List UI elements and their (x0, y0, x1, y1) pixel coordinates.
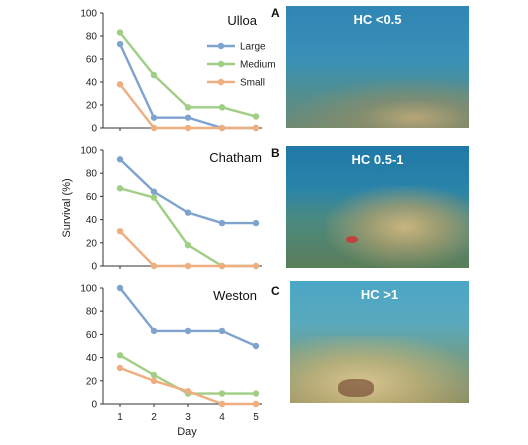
y-tick-label: 20 (86, 101, 98, 112)
photo-a-label: HC <0.5 (353, 12, 402, 27)
data-point-small (252, 124, 260, 132)
x-tick-label: 2 (151, 412, 157, 423)
photo-c-label: HC >1 (360, 287, 399, 302)
legend-marker-large (217, 42, 225, 50)
data-point-small (150, 377, 158, 384)
data-point-small (150, 262, 158, 270)
x-tick-label: 5 (253, 412, 259, 423)
series-line-medium (119, 31, 257, 118)
y-tick-label: 60 (86, 330, 98, 341)
series-line-medium (119, 187, 256, 268)
data-point-large (218, 219, 226, 227)
data-point-small (184, 124, 192, 132)
x-tick-label: 1 (117, 412, 123, 423)
data-point-large (184, 114, 192, 121)
series-line-small (119, 366, 256, 406)
y-tick-label: 20 (86, 238, 98, 249)
chart-title: Weston (213, 288, 257, 303)
y-axis-title: Survival (%) (61, 178, 73, 237)
data-point-small (218, 400, 226, 408)
data-point-large (184, 209, 192, 216)
data-point-small (252, 262, 260, 270)
data-point-small (218, 262, 226, 270)
data-point-medium (150, 194, 158, 201)
data-point-small (116, 81, 124, 88)
y-tick-label: 100 (80, 9, 97, 20)
data-point-small (218, 124, 226, 132)
y-tick-label: 60 (86, 192, 98, 203)
y-tick-label: 100 (80, 284, 97, 295)
data-point-medium (252, 390, 260, 397)
data-point-medium (218, 390, 226, 397)
reef-photo-c: HC >1 (290, 281, 469, 403)
x-tick-label: 3 (185, 412, 191, 423)
data-point-small (184, 262, 192, 270)
legend-marker-medium (217, 60, 225, 68)
data-point-large (150, 327, 158, 335)
reef-photo-a: HC <0.5 (286, 6, 469, 128)
data-point-large (150, 188, 158, 195)
reef-photo-b: HC 0.5-1 (286, 146, 469, 268)
data-point-small (116, 364, 124, 372)
data-point-large (116, 40, 124, 48)
data-point-medium (150, 71, 158, 79)
data-point-small (184, 388, 192, 395)
x-tick-label: 4 (219, 412, 225, 423)
photo-b-label: HC 0.5-1 (351, 152, 404, 167)
data-point-medium (150, 371, 158, 379)
data-point-large (184, 327, 192, 335)
series-line-small (119, 230, 256, 268)
panel-letter-b: B (271, 146, 280, 160)
y-tick-label: 40 (86, 78, 98, 89)
y-tick-label: 80 (86, 169, 98, 180)
legend-label: Large (240, 42, 266, 53)
data-point-medium (184, 104, 192, 111)
data-point-medium (116, 352, 124, 359)
y-tick-label: 80 (86, 307, 98, 318)
data-point-small (252, 400, 260, 408)
data-point-medium (218, 104, 226, 111)
data-point-large (150, 114, 158, 121)
chart-title: Chatham (209, 150, 262, 165)
data-point-large (218, 327, 226, 335)
y-tick-label: 80 (86, 32, 98, 43)
panel-letter-a: A (271, 6, 280, 20)
y-tick-label: 100 (80, 146, 97, 157)
data-point-medium (116, 185, 124, 192)
legend-marker-small (217, 78, 225, 86)
data-point-small (116, 228, 124, 235)
y-tick-label: 20 (86, 376, 98, 387)
data-point-large (252, 342, 260, 350)
chart-title: Ulloa (227, 13, 257, 28)
data-point-large (116, 284, 124, 292)
y-tick-label: 0 (91, 262, 97, 273)
y-tick-label: 60 (86, 55, 98, 66)
data-point-small (150, 124, 158, 132)
y-tick-label: 40 (86, 215, 98, 226)
data-point-large (252, 219, 260, 227)
panel-letter-c: C (271, 284, 280, 298)
data-point-medium (184, 241, 192, 249)
legend-label: Medium (240, 60, 276, 71)
y-tick-label: 0 (91, 400, 97, 411)
y-tick-label: 40 (86, 353, 98, 364)
y-tick-label: 0 (91, 124, 97, 135)
data-point-large (116, 156, 124, 163)
data-point-medium (252, 113, 260, 120)
x-axis-title: Day (177, 426, 197, 438)
legend-label: Small (240, 78, 265, 89)
data-point-medium (116, 29, 124, 36)
